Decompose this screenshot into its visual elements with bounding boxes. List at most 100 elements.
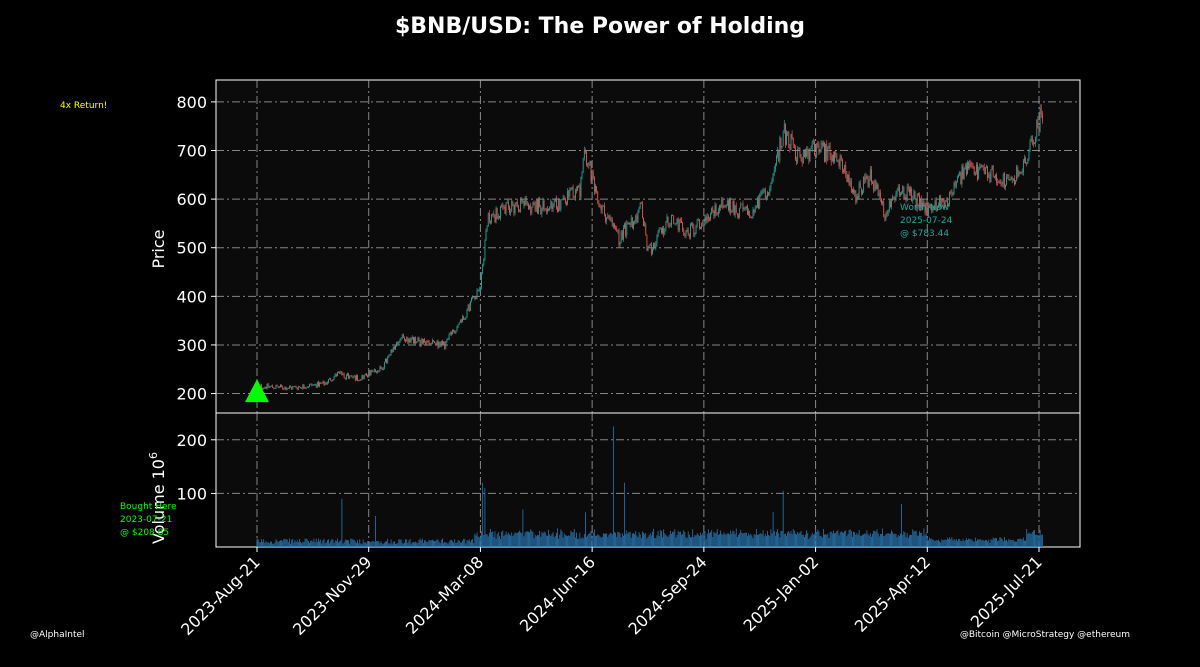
candle-body [331, 380, 333, 382]
candle-body [634, 221, 635, 223]
candle-body [859, 183, 861, 188]
candle-body [916, 193, 918, 209]
volume-bar [716, 529, 718, 547]
candle-body [661, 228, 662, 233]
candle-body [573, 197, 575, 198]
volume-bar [265, 541, 267, 547]
volume-bar [1020, 538, 1022, 547]
candle-body [806, 149, 808, 157]
candle-body [553, 201, 555, 207]
volume-bar [454, 539, 456, 547]
candle-body [961, 165, 963, 185]
volume-bar [919, 531, 920, 547]
candle-body [887, 210, 889, 214]
candle-body [1016, 167, 1018, 182]
volume-bar [688, 534, 690, 547]
candlesticks [256, 104, 1043, 391]
candle-body [739, 208, 741, 218]
candle-body [285, 387, 287, 390]
candle-body [840, 155, 842, 161]
candle-body [277, 386, 279, 388]
candle-body [831, 154, 833, 162]
candle-body [353, 375, 355, 378]
volume-bar [710, 532, 711, 547]
volume-bar [266, 542, 268, 547]
volume-bar [905, 537, 907, 547]
volume-bar [1019, 538, 1021, 547]
x-axis-ticks: 2023-Aug-21 2023-Nov-29 2024-Mar-08 2024-Ju… [177, 547, 1046, 639]
candle-body [538, 199, 539, 214]
volume-bar [798, 533, 800, 547]
volume-bar [388, 543, 390, 547]
volume-bar [845, 530, 847, 547]
candle-body [566, 202, 567, 205]
candle-body [415, 337, 417, 344]
volume-bar [633, 533, 634, 547]
candle-body [609, 217, 611, 220]
candle-body [456, 327, 458, 332]
volume-bar [882, 528, 883, 547]
candle-body [567, 190, 568, 205]
volume-bar [553, 537, 555, 547]
candle-body [735, 205, 737, 214]
volume-bar [720, 530, 722, 547]
volume-bar [902, 534, 904, 547]
volume-bar [846, 536, 848, 547]
candle-body [322, 381, 324, 384]
volume-bar [544, 532, 546, 547]
candle-body [485, 229, 487, 241]
candle-body [358, 380, 360, 382]
volume-bar [557, 528, 558, 547]
candle-body [389, 354, 391, 356]
volume-bar [922, 536, 924, 547]
volume-bar [354, 541, 356, 547]
volume-bar [657, 530, 659, 547]
candle-body [570, 188, 572, 190]
volume-bar [952, 540, 954, 547]
volume-bar [493, 536, 495, 547]
volume-bar [883, 536, 885, 547]
candle-body [466, 310, 468, 318]
volume-bar [817, 529, 819, 547]
volume-bar [484, 488, 486, 547]
candle-body [755, 206, 757, 208]
volume-bar [356, 542, 357, 547]
candle-body [767, 192, 768, 197]
candle-body [543, 200, 545, 209]
volume-bar [390, 539, 392, 547]
candle-body [1017, 167, 1019, 177]
candle-body [407, 337, 409, 343]
candle-body [882, 201, 883, 204]
candle-body [521, 198, 523, 202]
volume-bar [320, 539, 322, 547]
volume-bar [397, 543, 399, 547]
candle-body [801, 159, 803, 164]
volume-bar [287, 542, 289, 547]
candle-body [571, 187, 573, 189]
volume-bar [341, 498, 343, 547]
volume-bar [512, 536, 514, 547]
candle-body [810, 148, 812, 150]
volume-bar [946, 537, 948, 547]
volume-bar [890, 533, 891, 547]
candle-body [777, 149, 778, 156]
volume-bar [466, 540, 468, 547]
volume-bar [280, 540, 281, 547]
volume-bar [555, 532, 557, 547]
volume-bar [571, 532, 573, 547]
volume-bar [333, 543, 335, 547]
candle-body [869, 169, 871, 179]
candle-body [759, 194, 761, 209]
volume-bar [881, 533, 882, 547]
candle-body [897, 186, 899, 192]
candle-body [626, 222, 628, 236]
volume-bar [1021, 539, 1023, 547]
volume-bar [999, 537, 1001, 547]
candle-body [1028, 151, 1030, 159]
volume-bar [349, 543, 351, 547]
volume-bar [485, 534, 487, 547]
candle-body [394, 346, 395, 350]
volume-bar [302, 541, 304, 547]
candle-body [359, 379, 361, 381]
